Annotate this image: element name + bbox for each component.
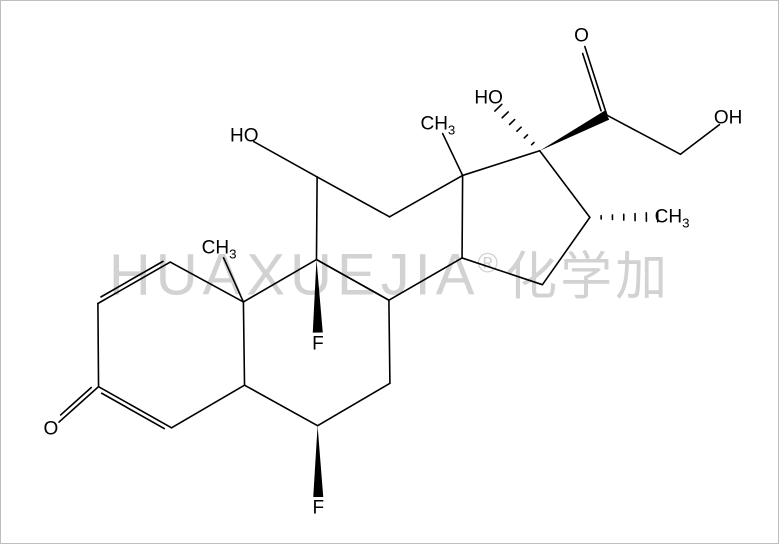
atom-label-O20: O	[574, 27, 589, 46]
atom-label-F6: F	[313, 499, 325, 518]
atom-label-F9: F	[312, 334, 324, 353]
structure-canvas: HUAXUEJIA®化学加 FFOCH3CH3CH3HOHOOHO	[0, 0, 779, 544]
atom-label-C16Me: CH3	[655, 207, 690, 226]
atom-label-O17: HO	[474, 88, 503, 107]
atom-label-O3: O	[43, 420, 58, 439]
atom-label-C13Me: CH3	[420, 114, 455, 133]
molecule-svg	[0, 0, 779, 544]
atom-label-O21: OH	[714, 109, 743, 128]
atom-label-O11: HO	[230, 127, 259, 146]
atom-label-C10Me: CH3	[202, 238, 237, 257]
